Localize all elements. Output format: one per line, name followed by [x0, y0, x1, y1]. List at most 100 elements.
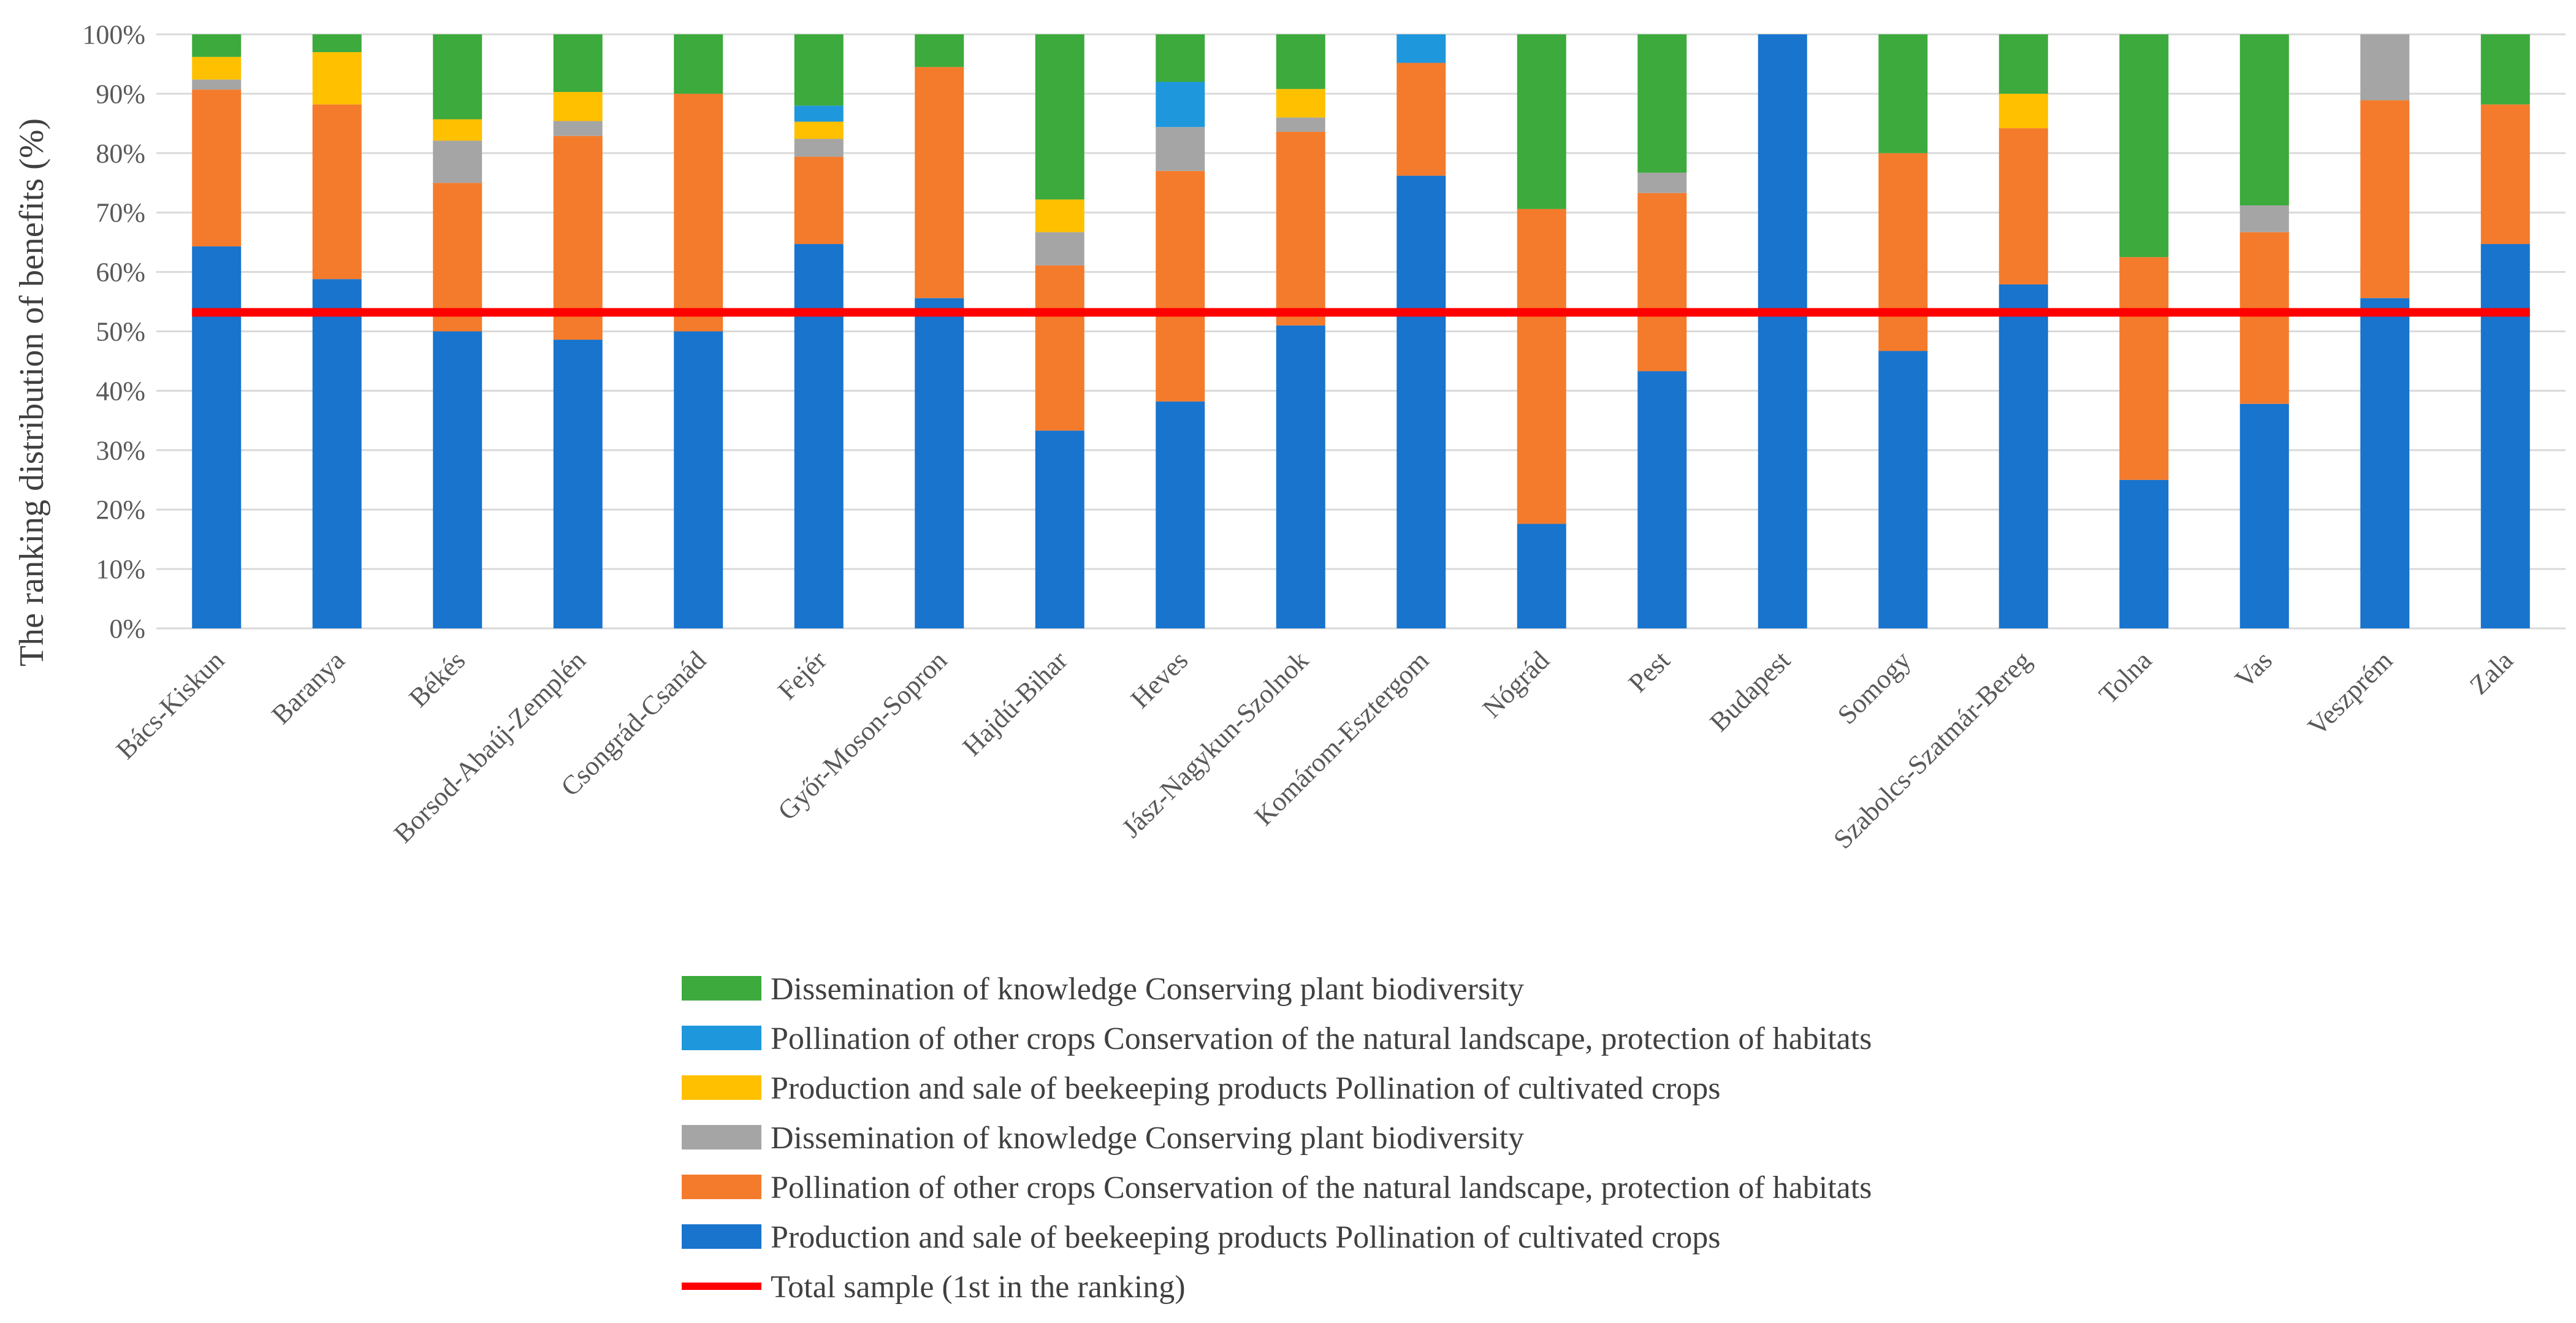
- bar-segment: [1156, 401, 1205, 628]
- y-tick-label: 60%: [96, 257, 145, 288]
- legend-label: Dissemination of knowledge Conserving pl…: [771, 1121, 1524, 1156]
- y-tick-label: 20%: [96, 495, 145, 525]
- bar-segment: [915, 298, 964, 629]
- bar-segment: [1156, 170, 1205, 402]
- bar-segment: [312, 52, 362, 105]
- bar-segment: [553, 34, 603, 92]
- y-tick-label: 50%: [96, 317, 145, 347]
- y-axis-label: The ranking distribution of benefits (%): [13, 118, 51, 666]
- bar-segment: [312, 34, 362, 53]
- x-category-label: Békés: [403, 645, 471, 713]
- y-tick-label: 70%: [96, 198, 145, 228]
- bar-segment: [794, 121, 844, 139]
- legend-label: Pollination of other crops Conservation …: [771, 1170, 1872, 1205]
- legend-label: Pollination of other crops Conservation …: [771, 1021, 1872, 1056]
- bar-segment: [1156, 34, 1205, 82]
- legend-swatch: [682, 976, 761, 1001]
- bar-segment: [1035, 34, 1084, 200]
- bar-segment: [1517, 208, 1566, 524]
- bar-segment: [192, 90, 242, 246]
- bar-segment: [1758, 34, 1807, 628]
- legend-label: Total sample (1st in the ranking): [771, 1270, 1186, 1305]
- bar-segment: [433, 34, 482, 120]
- x-category-label: Tolna: [2093, 645, 2157, 709]
- bar-segment: [1276, 34, 1325, 90]
- bar-segment: [1999, 128, 2048, 284]
- bar-segment: [1878, 351, 1928, 628]
- bar-segment: [1156, 127, 1205, 171]
- bar-segment: [1637, 371, 1687, 628]
- bar-segment: [1637, 172, 1687, 193]
- bar-segment: [1397, 175, 1446, 628]
- bar-segment: [433, 140, 482, 183]
- bar-segment: [794, 139, 844, 157]
- bar-segment: [553, 121, 603, 136]
- bar-segment: [2360, 34, 2410, 101]
- bar-segment: [2480, 34, 2530, 105]
- legend-label: Production and sale of beekeeping produc…: [771, 1071, 1721, 1106]
- bar-segment: [192, 56, 242, 80]
- bar-segment: [2119, 479, 2169, 628]
- x-category-label: Hajdú-Bihar: [957, 645, 1073, 761]
- bar-segment: [794, 105, 844, 122]
- y-tick-label: 100%: [82, 20, 145, 50]
- bar-segment: [915, 34, 964, 67]
- bar-segment: [2480, 244, 2530, 628]
- bar-segment: [1517, 524, 1566, 628]
- bar-segment: [433, 331, 482, 628]
- x-category-label: Pest: [1623, 645, 1676, 698]
- bar-segment: [794, 156, 844, 245]
- x-category-label: Baranya: [266, 645, 351, 730]
- x-axis-categories: Bács-Kiskun Baranya BékésBorsod-Abaúj-Zemp…: [110, 645, 2519, 855]
- bar-segment: [1035, 199, 1084, 232]
- legend-swatch: [682, 1075, 761, 1100]
- x-category-label: Heves: [1125, 645, 1194, 714]
- bar-segment: [1878, 153, 1928, 351]
- bar-segment: [2360, 298, 2410, 629]
- bar-segment: [1878, 34, 1928, 153]
- legend-swatch: [682, 1224, 761, 1249]
- legend: Dissemination of knowledge Conserving pl…: [682, 972, 1872, 1305]
- bar-segment: [1035, 265, 1084, 431]
- legend-label: Production and sale of beekeeping produc…: [771, 1220, 1721, 1255]
- bar-segment: [1156, 82, 1205, 128]
- bar-segment: [553, 135, 603, 340]
- bar-segment: [2239, 403, 2289, 628]
- bar-segment: [794, 244, 844, 628]
- x-category-label: Budapest: [1704, 645, 1796, 737]
- y-axis-ticks: 0% 10% 20% 30% 40% 50% 60% 70% 80% 90% 100%: [82, 20, 145, 644]
- bar-segment: [553, 340, 603, 628]
- bar-segment: [312, 279, 362, 628]
- bars: [192, 34, 2530, 629]
- bar-segment: [1517, 34, 1566, 209]
- bar-segment: [1999, 93, 2048, 129]
- bar-segment: [1397, 63, 1446, 176]
- x-category-label: Somogy: [1832, 645, 1916, 730]
- bar-segment: [1035, 430, 1084, 628]
- bar-segment: [674, 93, 723, 332]
- y-tick-label: 10%: [96, 554, 145, 584]
- bar-segment: [192, 246, 242, 629]
- bar-segment: [1035, 232, 1084, 265]
- bar-segment: [1276, 131, 1325, 326]
- legend-swatch: [682, 1175, 761, 1199]
- bar-segment: [1397, 34, 1446, 63]
- bar-segment: [1637, 34, 1687, 173]
- legend-swatch: [682, 1125, 761, 1150]
- bar-segment: [2239, 205, 2289, 232]
- bar-segment: [2119, 34, 2169, 257]
- x-category-label: Fejér: [772, 645, 833, 706]
- bar-segment: [1276, 89, 1325, 118]
- x-category-label: Szabolcs-Szatmár-Bereg: [1827, 645, 2037, 855]
- bar-segment: [2360, 100, 2410, 299]
- bar-segment: [794, 34, 844, 106]
- y-tick-label: 80%: [96, 139, 145, 169]
- bar-segment: [674, 34, 723, 94]
- bar-segment: [1276, 117, 1325, 132]
- y-tick-label: 40%: [96, 376, 145, 406]
- y-tick-label: 90%: [96, 79, 145, 109]
- bar-segment: [674, 331, 723, 628]
- bar-segment: [1637, 193, 1687, 372]
- bar-segment: [2480, 104, 2530, 245]
